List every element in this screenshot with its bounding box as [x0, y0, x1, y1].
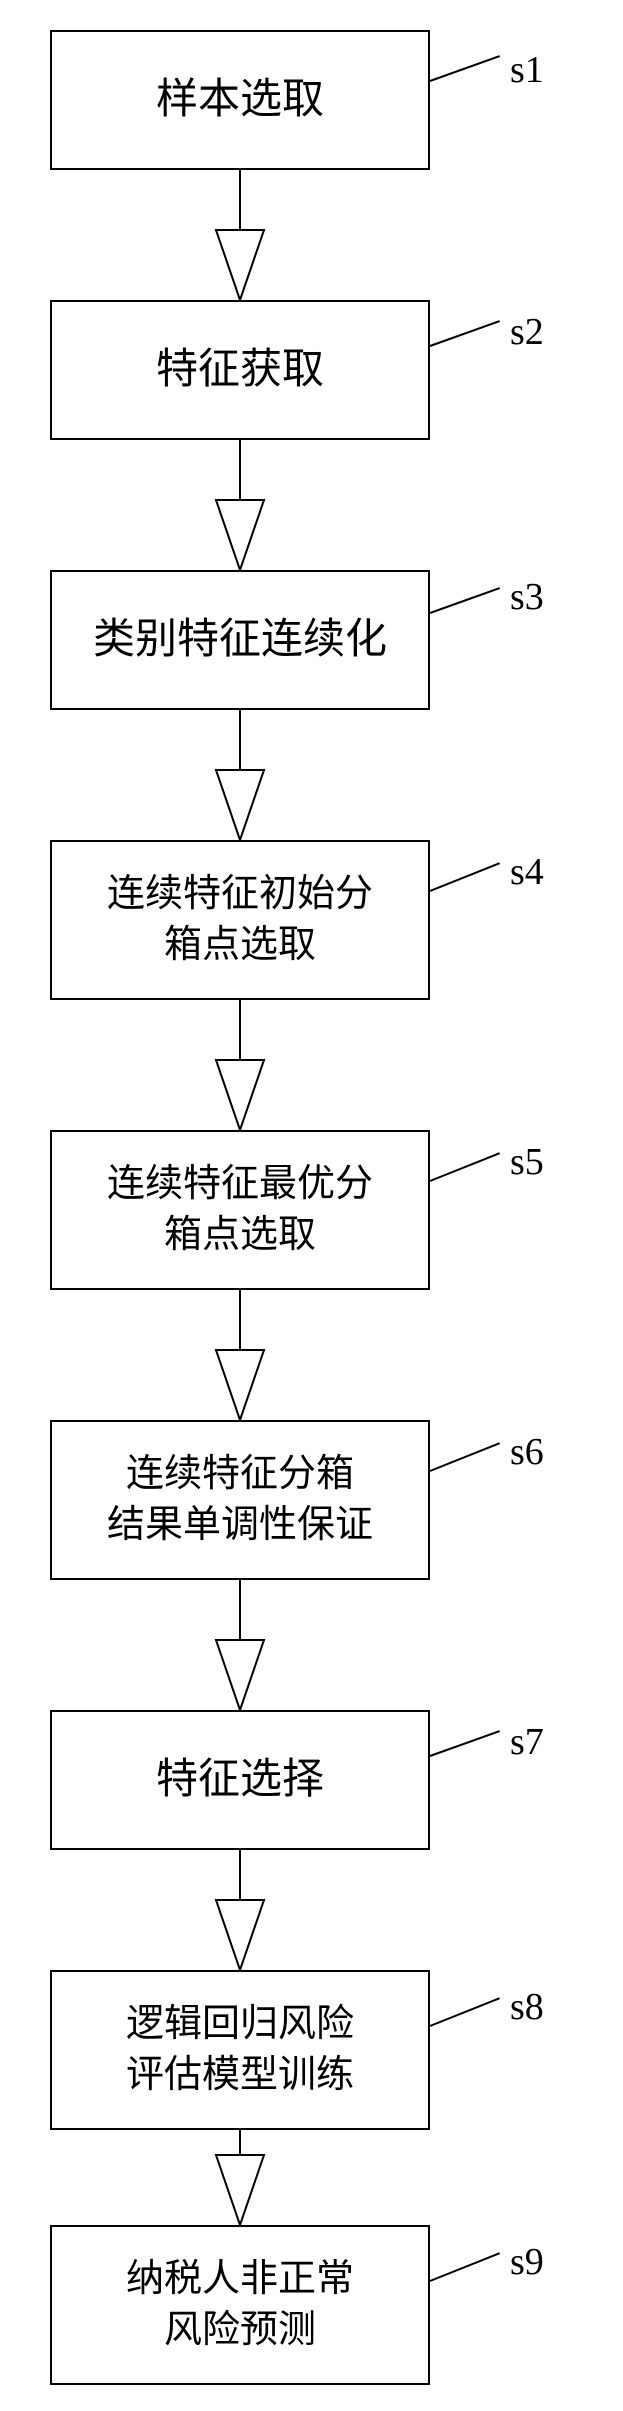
flow-node-label: 连续特征最优分 箱点选取: [107, 1159, 373, 1262]
flow-node-n1: 样本选取: [50, 30, 430, 170]
leader-line: [430, 1730, 501, 1757]
flow-node-label: 连续特征初始分 箱点选取: [107, 869, 373, 972]
leader-line: [430, 1152, 501, 1182]
leader-line: [430, 320, 501, 347]
leader-line: [430, 1442, 501, 1472]
flow-node-n3: 类别特征连续化: [50, 570, 430, 710]
step-tag-s3: s3: [510, 575, 544, 619]
step-tag-s8: s8: [510, 1985, 544, 2029]
arrow-head: [216, 1060, 264, 1130]
step-tag-s1: s1: [510, 48, 544, 92]
leader-line: [430, 1997, 501, 2027]
flow-node-n8: 逻辑回归风险 评估模型训练: [50, 1970, 430, 2130]
flow-node-label: 逻辑回归风险 评估模型训练: [126, 1999, 354, 2102]
flow-node-n9: 纳税人非正常 风险预测: [50, 2225, 430, 2385]
flow-node-label: 特征选择: [156, 1752, 324, 1809]
arrow-head: [216, 1900, 264, 1970]
arrow-head: [216, 1640, 264, 1710]
step-tag-s2: s2: [510, 310, 544, 354]
flow-node-label: 连续特征分箱 结果单调性保证: [107, 1449, 373, 1552]
leader-line: [430, 587, 501, 614]
step-tag-s7: s7: [510, 1720, 544, 1764]
flow-node-n7: 特征选择: [50, 1710, 430, 1850]
leader-line: [430, 2252, 501, 2282]
step-tag-s9: s9: [510, 2240, 544, 2284]
step-tag-s6: s6: [510, 1430, 544, 1474]
step-tag-s4: s4: [510, 850, 544, 894]
arrow-head: [216, 2155, 264, 2225]
arrow-head: [216, 770, 264, 840]
flow-node-label: 特征获取: [156, 342, 324, 399]
flow-node-label: 样本选取: [156, 72, 324, 129]
flow-node-label: 纳税人非正常 风险预测: [126, 2254, 354, 2357]
flow-node-label: 类别特征连续化: [93, 612, 387, 669]
leader-line: [430, 55, 501, 82]
leader-line: [430, 862, 501, 892]
flow-node-n6: 连续特征分箱 结果单调性保证: [50, 1420, 430, 1580]
arrow-head: [216, 230, 264, 300]
arrow-head: [216, 1350, 264, 1420]
arrow-head: [216, 500, 264, 570]
flow-node-n2: 特征获取: [50, 300, 430, 440]
flow-node-n4: 连续特征初始分 箱点选取: [50, 840, 430, 1000]
flowchart-canvas: 样本选取 s1 特征获取 s2 类别特征连续化 s3 连续特征初始分 箱点选取 s4 连续特征最…: [0, 0, 623, 2411]
step-tag-s5: s5: [510, 1140, 544, 1184]
flow-node-n5: 连续特征最优分 箱点选取: [50, 1130, 430, 1290]
